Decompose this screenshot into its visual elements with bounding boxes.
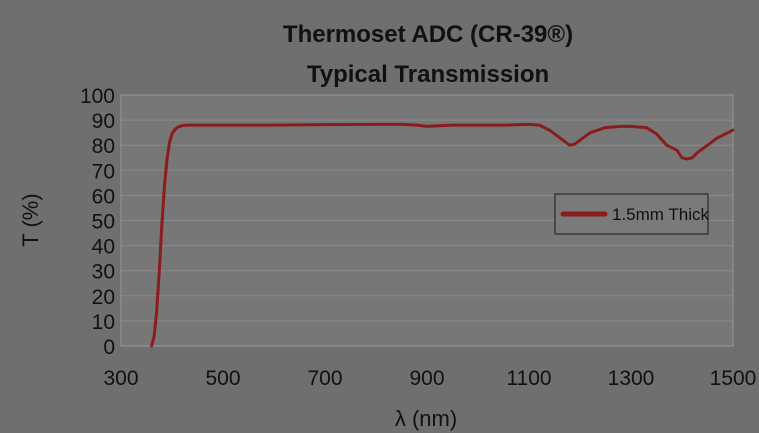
x-tick-label: 1100 (506, 367, 551, 390)
y-tick-label: 90 (92, 110, 115, 133)
y-tick-label: 20 (92, 286, 115, 309)
x-tick-labels: 300 500 700 900 1100 1300 1500 (103, 367, 756, 390)
y-tick-label: 30 (92, 261, 115, 284)
chart-subtitle: Typical Transmission (307, 61, 549, 88)
y-tick-label: 60 (92, 185, 115, 208)
legend-label: 1.5mm Thick (612, 205, 709, 224)
y-tick-label: 50 (92, 211, 115, 234)
x-tick-label: 1300 (608, 367, 655, 390)
series-lines (150, 122, 735, 348)
y-tick-label: 10 (92, 311, 115, 334)
x-tick-label: 300 (103, 367, 138, 390)
x-tick-label: 1500 (710, 367, 757, 390)
x-axis-label: λ (nm) (395, 406, 457, 431)
y-tick-label: 70 (92, 160, 115, 183)
series-line-0 (150, 122, 735, 348)
y-tick-label: 40 (92, 236, 115, 259)
x-tick-label: 700 (307, 367, 342, 390)
y-tick-label: 0 (103, 336, 115, 359)
gridlines (120, 94, 734, 347)
y-tick-label: 100 (80, 85, 115, 108)
y-axis-label: T (%) (18, 193, 43, 246)
chart-title: Thermoset ADC (CR-39®) (283, 21, 573, 48)
plot-frame (120, 94, 734, 347)
y-tick-label: 80 (92, 135, 115, 158)
x-tick-label: 500 (205, 367, 240, 390)
legend: 1.5mm Thick (554, 193, 709, 235)
x-tick-label: 900 (409, 367, 444, 390)
